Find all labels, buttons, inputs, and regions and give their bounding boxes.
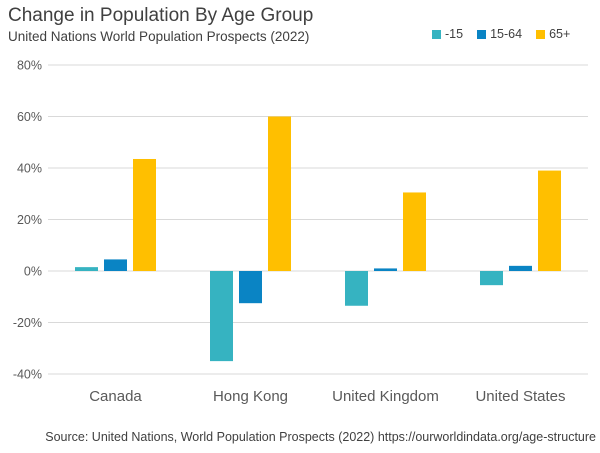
bar--15-canada: [75, 267, 98, 271]
x-tick-label: Canada: [89, 388, 142, 405]
source-note: Source: United Nations, World Population…: [45, 430, 596, 444]
chart-title: Change in Population By Age Group: [8, 5, 314, 26]
bar-15-64-united-kingdom: [374, 268, 397, 271]
y-tick-label: -20%: [13, 316, 42, 330]
y-tick-label: 20%: [17, 213, 42, 227]
legend-swatch-65-plus: [536, 29, 546, 39]
bar--15-hong-kong: [210, 271, 233, 362]
x-tick-label: Hong Kong: [213, 388, 288, 405]
legend-item-under-15: -15: [432, 27, 463, 41]
bar-65+-hong-kong: [268, 116, 291, 271]
x-tick-label: United States: [475, 388, 565, 405]
bar-15-64-canada: [104, 259, 127, 271]
y-tick-label: 40%: [17, 162, 42, 176]
bar-65+-united-kingdom: [403, 192, 426, 271]
legend-label-65-plus: 65+: [549, 27, 571, 41]
y-tick-label: 80%: [17, 59, 42, 73]
x-tick-label: United Kingdom: [332, 388, 439, 405]
y-tick-label: -40%: [13, 368, 42, 382]
y-tick-label: 60%: [17, 110, 42, 124]
legend-label-15-64: 15-64: [490, 27, 523, 41]
bar-15-64-hong-kong: [239, 271, 262, 304]
legend-item-15-64: 15-64: [477, 27, 522, 41]
legend-swatch-under-15: [432, 29, 441, 39]
y-tick-label: 0%: [24, 265, 42, 279]
legend-label-under-15: -15: [445, 27, 464, 41]
legend: -15 15-64 65+: [432, 27, 570, 41]
bar-65+-canada: [133, 158, 156, 271]
legend-item-65-plus: 65+: [536, 27, 570, 41]
bar--15-united-states: [480, 271, 503, 286]
bar-15-64-united-states: [509, 265, 532, 271]
bar-65+-united-states: [538, 170, 561, 271]
chart-subtitle: United Nations World Population Prospect…: [8, 29, 310, 44]
bar--15-united-kingdom: [345, 271, 368, 306]
legend-swatch-15-64: [477, 29, 487, 39]
